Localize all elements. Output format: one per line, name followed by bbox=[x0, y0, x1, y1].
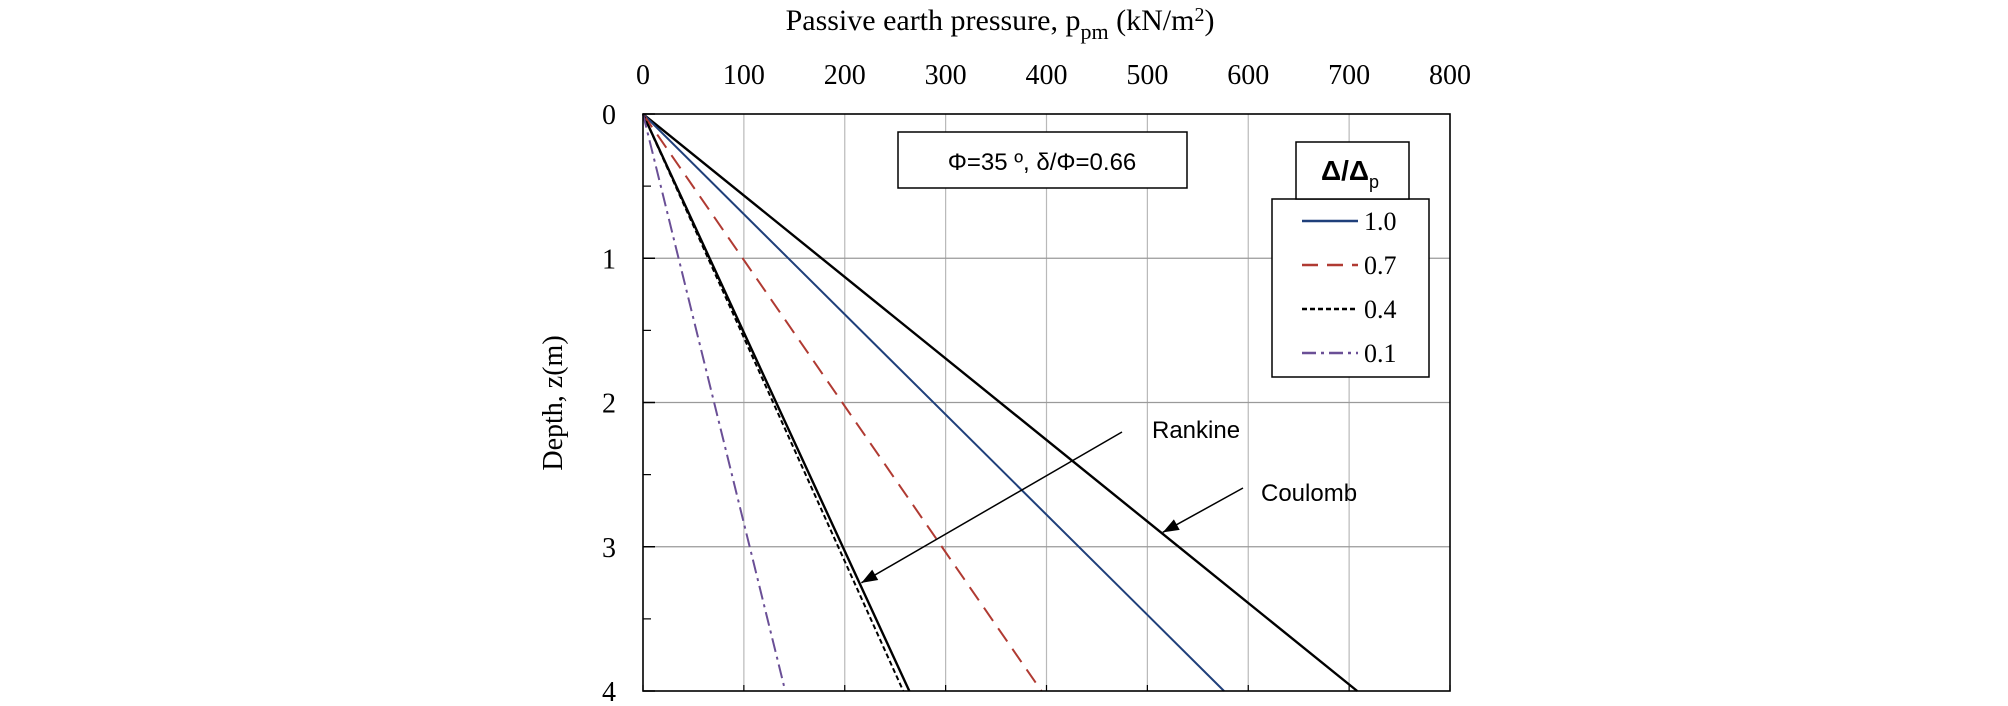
annotation-coulomb-label: Coulomb bbox=[1261, 480, 1357, 507]
legend-title-frame bbox=[1295, 141, 1410, 200]
x-tick-label: 0 bbox=[636, 60, 650, 91]
y-tick-label: 0 bbox=[602, 100, 616, 131]
legend-label: 0.7 bbox=[1364, 251, 1397, 280]
y-tick-label: 2 bbox=[602, 389, 616, 420]
legend: Δ/Δp 1.0 0.7 0.4 0.1 bbox=[1271, 141, 1430, 378]
axis-ticks bbox=[642, 113, 1451, 692]
legend-title: Δ/Δp bbox=[1321, 155, 1379, 192]
y-tick-labels: 0 1 2 3 4 bbox=[602, 100, 616, 706]
parameters-box-frame bbox=[897, 131, 1188, 189]
x-tick-label: 200 bbox=[824, 60, 866, 91]
annotations: Rankine Coulomb bbox=[861, 417, 1357, 584]
legend-label: 0.1 bbox=[1364, 339, 1397, 368]
parameters-box: Φ=35 º, δ/Φ=0.66 bbox=[897, 131, 1188, 189]
y-tick-label: 4 bbox=[602, 677, 616, 706]
legend-frame bbox=[1271, 198, 1430, 378]
x-tick-label: 300 bbox=[925, 60, 967, 91]
data-series bbox=[642, 113, 1225, 692]
legend-label: 1.0 bbox=[1364, 207, 1397, 236]
reference-line-coulomb bbox=[642, 113, 1358, 692]
x-tick-label: 700 bbox=[1328, 60, 1370, 91]
x-tick-label: 600 bbox=[1227, 60, 1269, 91]
series-line-1-0 bbox=[642, 113, 1225, 692]
y-axis-title: Depth, z(m) bbox=[538, 335, 569, 470]
x-tick-label: 500 bbox=[1126, 60, 1168, 91]
annotation-rankine-arrow-head bbox=[861, 569, 879, 583]
y-tick-label: 1 bbox=[602, 244, 616, 275]
legend-label: 0.4 bbox=[1364, 295, 1397, 324]
series-line-0-7 bbox=[642, 113, 1043, 692]
x-tick-label: 100 bbox=[723, 60, 765, 91]
x-tick-labels: 0 100 200 300 400 500 600 700 800 bbox=[636, 60, 1471, 91]
x-tick-label: 800 bbox=[1429, 60, 1471, 91]
series-line-0-1 bbox=[642, 113, 787, 692]
series-line-0-4 bbox=[642, 113, 905, 692]
x-tick-label: 400 bbox=[1026, 60, 1068, 91]
annotation-rankine-label: Rankine bbox=[1152, 417, 1240, 444]
annotation-rankine-arrow bbox=[861, 431, 1123, 584]
x-axis-title: Passive earth pressure, ppm (kN/m2) bbox=[786, 4, 1215, 44]
legend-entries: 1.0 0.7 0.4 0.1 bbox=[1302, 207, 1397, 368]
annotation-coulomb-arrow-head bbox=[1162, 519, 1180, 533]
y-tick-label: 3 bbox=[602, 533, 616, 564]
parameters-text: Φ=35 º, δ/Φ=0.66 bbox=[948, 149, 1137, 176]
